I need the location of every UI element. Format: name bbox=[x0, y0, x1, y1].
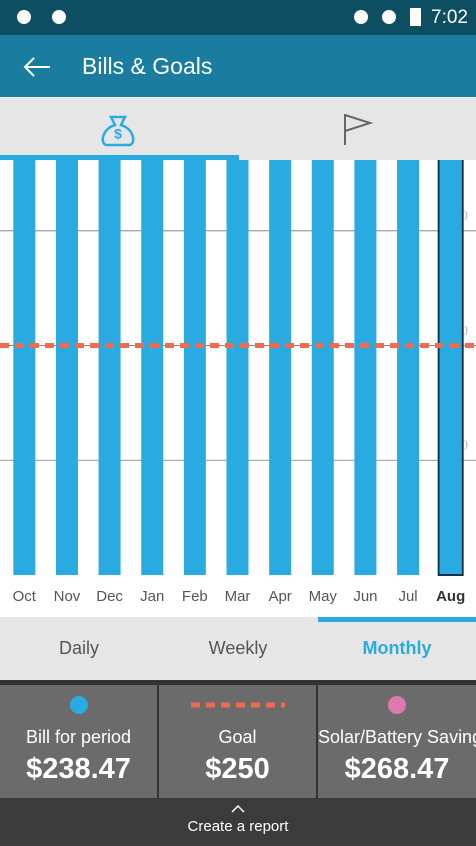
status-icons: 7:02 bbox=[17, 7, 468, 28]
summary-label: Goal bbox=[218, 727, 257, 747]
signal-icon bbox=[354, 10, 368, 24]
bill-bar bbox=[55, 160, 78, 575]
tab-indicator bbox=[0, 155, 239, 160]
summary-value: $268.47 bbox=[344, 753, 450, 785]
legend-marker bbox=[388, 696, 406, 714]
period-indicator bbox=[318, 617, 476, 622]
x-tick-label: Jul bbox=[398, 588, 417, 605]
x-tick-label: Jun bbox=[353, 588, 377, 605]
app-bar: Bills & Goals bbox=[0, 35, 476, 97]
x-tick-label: Mar bbox=[225, 588, 251, 605]
x-tick-label: Oct bbox=[13, 588, 37, 605]
x-tick-label: Feb bbox=[182, 588, 208, 605]
summary-label: Bill for period bbox=[25, 727, 132, 747]
x-tick-label: May bbox=[309, 588, 338, 605]
bill-bar bbox=[226, 160, 249, 575]
status-bar: 7:02 bbox=[0, 0, 476, 35]
current-outline bbox=[437, 160, 464, 576]
summary-card: Goal $250 bbox=[159, 685, 316, 798]
bill-bar bbox=[311, 160, 334, 575]
period-tabs: Daily Weekly Monthly bbox=[0, 617, 476, 680]
wifi-icon bbox=[382, 10, 396, 24]
x-tick-label: Aug bbox=[436, 588, 465, 605]
saving-marker bbox=[388, 696, 406, 714]
summary-value: $250 bbox=[205, 753, 270, 785]
x-tick-label: Dec bbox=[96, 588, 123, 605]
view-tabs: $ bbox=[0, 97, 476, 160]
goals-tab[interactable] bbox=[344, 114, 374, 145]
summary-label: Solar/Battery Saving bbox=[318, 727, 476, 747]
notification-dot bbox=[17, 10, 31, 24]
chevron-up bbox=[231, 804, 245, 813]
label-strip bbox=[0, 578, 476, 617]
bill-bar bbox=[141, 160, 164, 575]
legend-marker bbox=[70, 696, 88, 714]
bill-bar bbox=[397, 160, 420, 576]
summary-card: Solar/Battery Saving $268.47 bbox=[318, 685, 476, 798]
svg-text:$: $ bbox=[114, 126, 122, 142]
clock: 7:02 bbox=[431, 7, 468, 28]
bill-bar bbox=[439, 160, 462, 576]
summary-panel: Bill for period $238.47 Goal $250 Solar/… bbox=[0, 680, 476, 798]
notification-dot bbox=[52, 10, 66, 24]
x-tick-label: Jan bbox=[140, 588, 164, 605]
view-tab-icons: $ bbox=[0, 114, 374, 160]
x-tick-label: Nov bbox=[54, 588, 81, 605]
summary-card: Bill for period $238.47 bbox=[0, 685, 157, 798]
summary-value: $238.47 bbox=[26, 753, 131, 785]
bill-bar bbox=[98, 160, 121, 575]
period-tab[interactable]: Weekly bbox=[208, 638, 268, 658]
back-button[interactable] bbox=[23, 57, 50, 77]
bills-tab[interactable]: $ bbox=[101, 115, 135, 147]
period-tab[interactable]: Daily bbox=[58, 638, 99, 658]
period-tab[interactable]: Monthly bbox=[362, 638, 432, 658]
report-label: Create a report bbox=[187, 818, 289, 835]
bill-bar bbox=[13, 160, 36, 575]
bill-marker bbox=[70, 696, 88, 714]
app-bar-content: Bills & Goals bbox=[23, 53, 212, 79]
legend-marker bbox=[191, 702, 285, 708]
x-tick-label: Apr bbox=[268, 588, 291, 605]
screen-title: Bills & Goals bbox=[82, 53, 212, 79]
bill-bar bbox=[269, 160, 292, 575]
chart: $200$250$300OctNovDecJanFebMarAprMayJunJ… bbox=[0, 160, 476, 617]
battery-icon bbox=[410, 8, 421, 26]
bill-bar bbox=[183, 160, 206, 576]
report-button[interactable]: Create a report bbox=[0, 798, 476, 846]
bill-bar bbox=[354, 160, 377, 576]
